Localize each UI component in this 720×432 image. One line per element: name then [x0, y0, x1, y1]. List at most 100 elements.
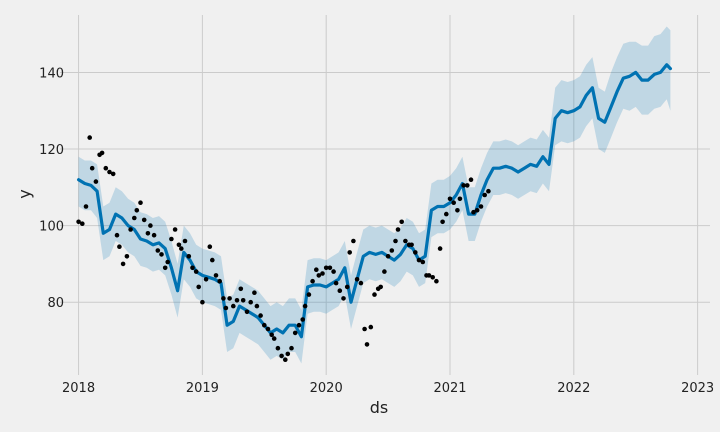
observed-point [87, 135, 92, 140]
observed-point [409, 242, 414, 248]
observed-point [162, 265, 168, 271]
observed-point [83, 204, 89, 209]
observed-point [148, 223, 153, 228]
observed-point [238, 286, 244, 292]
observed-point [227, 296, 232, 301]
grid-lines [60, 15, 710, 375]
observed-point [155, 248, 161, 253]
x-tick-label: 2020 [310, 381, 343, 396]
observed-point [76, 219, 81, 225]
observed-point [471, 209, 476, 215]
observed-point [231, 303, 236, 309]
x-tick-label: 2021 [433, 381, 466, 396]
observed-point [354, 277, 360, 282]
observed-point [482, 192, 488, 198]
observed-point [358, 280, 364, 286]
observed-point [327, 265, 333, 271]
observed-point [223, 305, 229, 311]
observed-point [457, 196, 463, 202]
observed-point [275, 345, 281, 351]
observed-point [128, 227, 133, 232]
observed-point [296, 322, 302, 328]
observed-point [302, 303, 308, 309]
observed-point [210, 257, 215, 263]
observed-point [151, 232, 157, 238]
observed-point [465, 183, 470, 188]
observed-point [362, 326, 367, 332]
observed-point [382, 269, 387, 274]
observed-point [254, 303, 260, 309]
observed-point [159, 252, 164, 257]
observed-point [176, 242, 182, 248]
observed-point [385, 253, 391, 259]
observed-point [451, 200, 457, 205]
y-tick-label: 140 [39, 66, 64, 81]
observed-point [378, 284, 384, 290]
observed-point [103, 165, 109, 171]
observed-point [244, 309, 250, 315]
observed-point [420, 259, 426, 265]
observed-point [221, 296, 226, 301]
observed-point [413, 250, 418, 255]
observed-point [399, 219, 405, 225]
observed-point [269, 332, 275, 338]
observed-point [114, 232, 120, 238]
observed-point [279, 353, 284, 359]
observed-point [474, 208, 480, 213]
observed-point [182, 238, 188, 244]
observed-point [196, 284, 201, 290]
observed-point [248, 299, 253, 305]
observed-point [444, 211, 449, 217]
observed-point [403, 238, 408, 244]
observed-point [437, 246, 443, 251]
observed-point [252, 290, 257, 296]
observed-point [186, 253, 192, 259]
observed-point [292, 330, 298, 336]
observed-point [258, 313, 263, 318]
y-tick-label: 80 [47, 296, 64, 311]
observed-point [179, 246, 184, 251]
observed-point [440, 219, 445, 225]
observed-point [323, 265, 329, 271]
observed-point [333, 280, 339, 286]
observed-point [306, 292, 312, 297]
observed-point [416, 257, 422, 263]
forecast-line [77, 63, 672, 339]
observed-point [468, 177, 474, 182]
observed-point [331, 269, 336, 274]
observed-point [110, 171, 116, 177]
observed-point [89, 165, 95, 171]
y-tick-label: 120 [39, 143, 64, 158]
x-tick-label: 2018 [62, 381, 95, 396]
y-axis-label: y [15, 189, 34, 198]
x-tick-labels: 2018 2019 2020 2021 2022 2023 [62, 381, 714, 396]
observed-point [124, 253, 130, 259]
observed-point [310, 278, 315, 284]
observed-point [120, 261, 126, 267]
observed-point [285, 351, 291, 357]
observed-point [314, 267, 319, 273]
observed-point [486, 188, 491, 194]
observed-point [234, 298, 240, 303]
observed-point [347, 250, 353, 255]
observed-point [289, 345, 294, 351]
observed-point [93, 179, 99, 184]
observed-point [200, 299, 205, 305]
observed-point [393, 238, 398, 244]
x-tick-label: 2022 [557, 381, 590, 396]
observed-point [426, 273, 432, 278]
observed-points [76, 135, 491, 363]
observed-point [455, 208, 460, 213]
observed-point [132, 215, 137, 221]
observed-point [240, 298, 246, 303]
observed-point [395, 227, 401, 232]
observed-point [372, 292, 377, 297]
observed-point [141, 217, 147, 223]
observed-point [134, 208, 140, 213]
y-tick-labels: 80 100 120 140 [39, 66, 64, 311]
observed-point [316, 273, 322, 278]
observed-point [337, 288, 343, 294]
observed-point [300, 317, 306, 322]
observed-point [364, 342, 370, 347]
